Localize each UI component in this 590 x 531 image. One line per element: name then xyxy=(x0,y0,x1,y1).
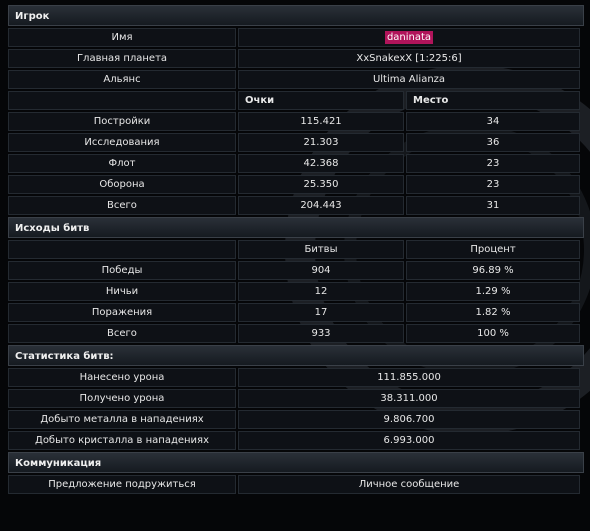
player-name[interactable]: daninata xyxy=(384,31,434,44)
table-row: Флот 42.368 23 xyxy=(8,154,580,173)
table-row: Постройки 115.421 34 xyxy=(8,112,580,131)
score-place: 23 xyxy=(406,154,580,173)
score-points: 21.303 xyxy=(238,133,404,152)
score-place: 34 xyxy=(406,112,580,131)
name-label: Имя xyxy=(8,28,236,47)
table-row: Ничьи 12 1.29 % xyxy=(8,282,580,301)
empty-header-cell xyxy=(8,240,236,259)
stat-label: Добыто металла в нападениях xyxy=(8,410,236,429)
table-row: Победы 904 96.89 % xyxy=(8,261,580,280)
section-header-communication: Коммуникация xyxy=(8,452,584,473)
battle-percent: 100 % xyxy=(406,324,580,343)
battle-label: Победы xyxy=(8,261,236,280)
table-row: Получено урона 38.311.000 xyxy=(8,389,580,408)
section-header-battles: Исходы битв xyxy=(8,217,584,238)
table-row: Альянс Ultima Alianza xyxy=(8,70,580,89)
score-place: 36 xyxy=(406,133,580,152)
table-row: Оборона 25.350 23 xyxy=(8,175,580,194)
stat-label: Получено урона xyxy=(8,389,236,408)
table-row: Добыто металла в нападениях 9.806.700 xyxy=(8,410,580,429)
table-row: Главная планета XxSnakexX [1:225:6] xyxy=(8,49,580,68)
section-header-player: Игрок xyxy=(8,5,584,26)
percent-header: Процент xyxy=(406,240,580,259)
table-row: Имя daninata xyxy=(8,28,580,47)
stat-label: Нанесено урона xyxy=(8,368,236,387)
score-place: 23 xyxy=(406,175,580,194)
communication-table: Предложение подружиться Личное сообщение xyxy=(6,473,582,496)
stat-value: 9.806.700 xyxy=(238,410,580,429)
battle-count: 17 xyxy=(238,303,404,322)
score-place: 31 xyxy=(406,196,580,215)
section-header-battle-stats: Статистика битв: xyxy=(8,345,584,366)
battle-percent: 1.29 % xyxy=(406,282,580,301)
score-points: 25.350 xyxy=(238,175,404,194)
score-label: Исследования xyxy=(8,133,236,152)
score-header-row: Очки Место xyxy=(8,91,580,110)
battle-label: Всего xyxy=(8,324,236,343)
name-value-cell: daninata xyxy=(238,28,580,47)
stat-value: 111.855.000 xyxy=(238,368,580,387)
stat-value: 6.993.000 xyxy=(238,431,580,450)
table-row: Предложение подружиться Личное сообщение xyxy=(8,475,580,494)
battle-label: Поражения xyxy=(8,303,236,322)
score-label: Оборона xyxy=(8,175,236,194)
player-info-table: Имя daninata Главная планета XxSnakexX [… xyxy=(6,26,582,217)
table-row: Добыто кристалла в нападениях 6.993.000 xyxy=(8,431,580,450)
alliance-label: Альянс xyxy=(8,70,236,89)
home-planet-label: Главная планета xyxy=(8,49,236,68)
home-planet-value[interactable]: XxSnakexX [1:225:6] xyxy=(238,49,580,68)
battle-count: 12 xyxy=(238,282,404,301)
points-header: Очки xyxy=(238,91,404,110)
battles-header-row: Битвы Процент xyxy=(8,240,580,259)
battle-percent: 1.82 % xyxy=(406,303,580,322)
table-row: Всего 204.443 31 xyxy=(8,196,580,215)
table-row: Всего 933 100 % xyxy=(8,324,580,343)
private-message-link[interactable]: Личное сообщение xyxy=(238,475,580,494)
player-profile: Игрок Имя daninata Главная планета XxSna… xyxy=(8,5,584,496)
stat-label: Добыто кристалла в нападениях xyxy=(8,431,236,450)
score-label: Флот xyxy=(8,154,236,173)
battles-header: Битвы xyxy=(238,240,404,259)
alliance-value[interactable]: Ultima Alianza xyxy=(238,70,580,89)
stat-value: 38.311.000 xyxy=(238,389,580,408)
score-points: 204.443 xyxy=(238,196,404,215)
table-row: Нанесено урона 111.855.000 xyxy=(8,368,580,387)
table-row: Исследования 21.303 36 xyxy=(8,133,580,152)
score-points: 115.421 xyxy=(238,112,404,131)
score-points: 42.368 xyxy=(238,154,404,173)
empty-header-cell xyxy=(8,91,236,110)
score-label: Постройки xyxy=(8,112,236,131)
battle-count: 904 xyxy=(238,261,404,280)
battle-stats-table: Нанесено урона 111.855.000 Получено урон… xyxy=(6,366,582,452)
buddy-request-link[interactable]: Предложение подружиться xyxy=(8,475,236,494)
place-header: Место xyxy=(406,91,580,110)
score-label: Всего xyxy=(8,196,236,215)
battle-label: Ничьи xyxy=(8,282,236,301)
battles-table: Битвы Процент Победы 904 96.89 % Ничьи 1… xyxy=(6,238,582,345)
battle-percent: 96.89 % xyxy=(406,261,580,280)
table-row: Поражения 17 1.82 % xyxy=(8,303,580,322)
battle-count: 933 xyxy=(238,324,404,343)
